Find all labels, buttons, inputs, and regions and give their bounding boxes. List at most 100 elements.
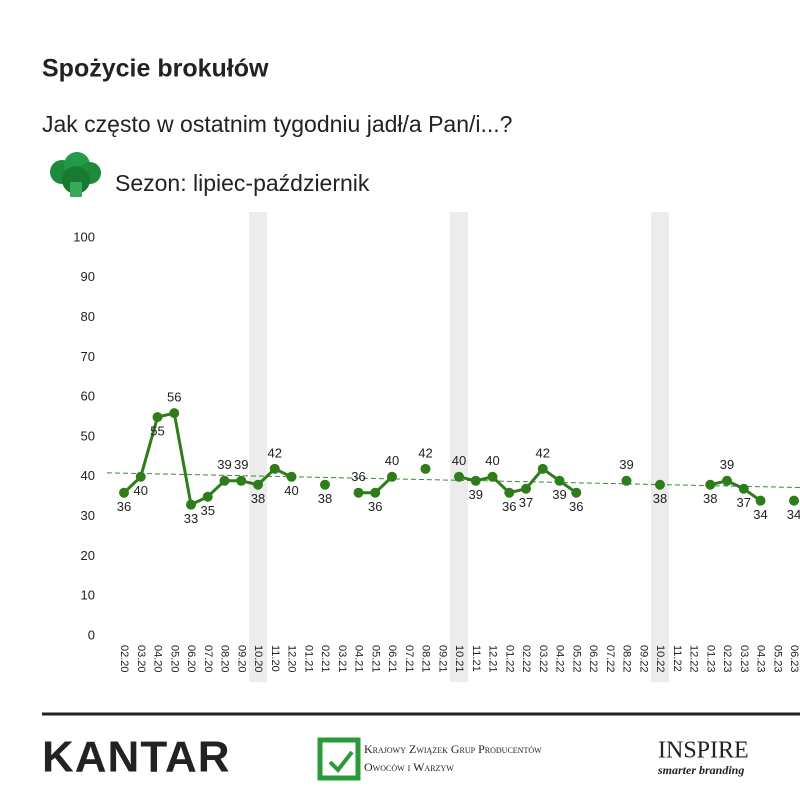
- y-tick-label: 90: [81, 269, 95, 284]
- data-point: [470, 475, 481, 486]
- y-tick-label: 10: [81, 588, 95, 603]
- data-point: [571, 487, 582, 498]
- data-point: [269, 463, 280, 474]
- data-label: 39: [552, 487, 566, 502]
- x-tick-label: 11.20: [269, 645, 281, 672]
- data-point: [370, 487, 381, 498]
- data-point: [219, 475, 230, 486]
- y-tick-label: 60: [81, 389, 95, 404]
- y-tick-label: 100: [73, 229, 95, 244]
- x-tick-label: 11.21: [470, 645, 482, 672]
- data-label: 34: [753, 507, 767, 522]
- season-band: [450, 212, 468, 682]
- x-tick-label: 03.22: [537, 645, 549, 673]
- x-tick-label: 09.22: [637, 645, 649, 673]
- x-tick-label: 04.21: [353, 645, 365, 673]
- broccoli-icon: [50, 152, 101, 197]
- data-point: [738, 483, 749, 494]
- data-label: 39: [469, 487, 483, 502]
- legend-label: Sezon: lipiec-październik: [115, 170, 370, 196]
- data-point: [152, 412, 163, 423]
- data-label: 38: [653, 491, 667, 506]
- kantar-logo: KANTAR: [42, 733, 231, 782]
- data-label: 55: [150, 424, 164, 439]
- data-label: 37: [519, 495, 533, 510]
- season-band: [651, 212, 669, 682]
- x-tick-label: 02.21: [319, 645, 331, 673]
- x-tick-label: 10.22: [654, 645, 666, 673]
- data-label: 37: [737, 495, 751, 510]
- data-label: 36: [368, 499, 382, 514]
- data-label: 40: [385, 453, 399, 468]
- x-tick-label: 03.21: [336, 645, 348, 673]
- x-tick-label: 02.20: [118, 645, 130, 673]
- data-point: [236, 475, 247, 486]
- x-tick-label: 09.20: [235, 645, 247, 673]
- data-label: 36: [117, 499, 131, 514]
- inspire-tagline: smarter branding: [657, 763, 744, 777]
- data-label: 36: [569, 499, 583, 514]
- x-tick-label: 12.20: [286, 645, 298, 673]
- x-tick-label: 10.20: [252, 645, 264, 673]
- y-tick-label: 80: [81, 309, 95, 324]
- data-label: 42: [268, 445, 282, 460]
- x-tick-label: 06.21: [386, 645, 398, 673]
- trend-line: [106, 472, 800, 489]
- data-label: 39: [720, 457, 734, 472]
- x-tick-label: 12.21: [487, 645, 499, 673]
- chart-subtitle: Jak często w ostatnim tygodniu jadł/a Pa…: [42, 111, 512, 137]
- x-tick-label: 04.23: [755, 645, 767, 673]
- data-point: [487, 471, 498, 482]
- data-label: 36: [351, 469, 365, 484]
- data-label: 38: [703, 491, 717, 506]
- data-point: [705, 479, 716, 490]
- x-tick-label: 06.22: [587, 645, 599, 673]
- x-tick-label: 08.22: [621, 645, 633, 673]
- data-label: 34: [787, 507, 800, 522]
- data-point: [755, 495, 766, 506]
- data-label: 39: [217, 457, 231, 472]
- y-tick-label: 50: [81, 428, 95, 443]
- x-tick-label: 07.20: [202, 645, 214, 673]
- data-point: [119, 487, 129, 498]
- data-label: 38: [251, 491, 265, 506]
- data-point: [621, 475, 632, 486]
- y-tick-label: 0: [88, 627, 95, 642]
- data-point: [722, 475, 732, 486]
- x-tick-label: 08.21: [420, 645, 432, 673]
- data-label: 39: [619, 457, 633, 472]
- x-tick-label: 07.22: [604, 645, 616, 673]
- data-point: [387, 471, 397, 482]
- x-tick-label: 11.22: [671, 645, 683, 672]
- x-tick-label: 03.23: [738, 645, 750, 673]
- x-tick-label: 04.20: [152, 645, 164, 673]
- data-point: [169, 408, 180, 419]
- data-point: [253, 479, 263, 490]
- data-point: [504, 487, 515, 498]
- x-tick-label: 06.20: [185, 645, 197, 673]
- y-tick-label: 70: [81, 349, 95, 364]
- x-tick-label: 06.23: [788, 645, 800, 673]
- data-point: [655, 479, 665, 490]
- data-label: 36: [502, 499, 516, 514]
- data-point: [521, 483, 531, 494]
- x-tick-label: 01.23: [704, 645, 716, 673]
- y-tick-label: 20: [81, 548, 95, 563]
- y-tick-label: 30: [81, 508, 95, 523]
- data-label: 42: [418, 445, 432, 460]
- data-label: 40: [284, 483, 298, 498]
- x-tick-label: 01.21: [302, 645, 314, 673]
- x-tick-label: 05.20: [168, 645, 180, 673]
- data-point: [286, 471, 297, 482]
- data-label: 42: [536, 445, 550, 460]
- data-label: 35: [201, 503, 215, 518]
- x-tick-label: 05.23: [771, 645, 783, 673]
- data-point: [454, 471, 464, 482]
- data-label: 39: [234, 457, 248, 472]
- inspire-logo: INSPIRE: [658, 738, 749, 764]
- data-point: [789, 495, 799, 506]
- kzgppow-text-box: Krajowy Związek Grup Producentów Owoców …: [364, 742, 542, 774]
- x-tick-label: 12.22: [688, 645, 700, 673]
- chart-title: Spożycie brokułów: [42, 55, 269, 83]
